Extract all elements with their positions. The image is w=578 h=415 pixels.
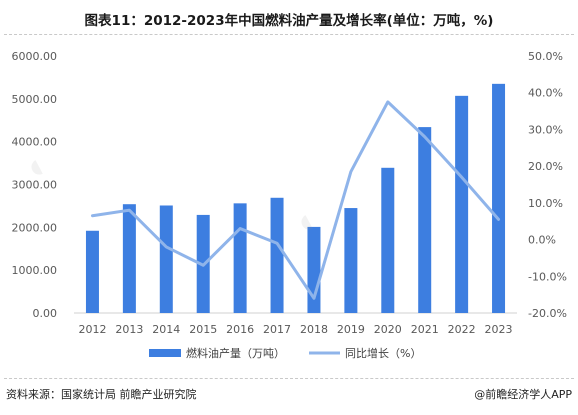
x-tick-label: 2017 <box>263 323 291 336</box>
y-left-tick-label: 3000.00 <box>12 179 58 192</box>
y-right-tick-label: 0.0% <box>528 234 556 247</box>
y-left-tick-label: 1000.00 <box>12 264 58 277</box>
x-tick-label: 2014 <box>152 323 180 336</box>
bar <box>122 204 136 313</box>
x-tick-label: 2021 <box>411 323 439 336</box>
bar <box>418 127 432 313</box>
y-left-tick-label: 5000.00 <box>12 93 58 106</box>
y-left-tick-label: 4000.00 <box>12 136 58 149</box>
bar <box>344 208 358 313</box>
y-right-tick-label: 50.0% <box>528 50 563 63</box>
source-note: 资料来源：国家统计局 前瞻产业研究院 <box>6 388 197 401</box>
bar <box>159 205 173 313</box>
bar <box>307 226 321 313</box>
bar <box>492 83 506 313</box>
x-tick-label: 2020 <box>374 323 402 336</box>
y-right-tick-label: 20.0% <box>528 160 563 173</box>
bar <box>381 167 395 313</box>
y-right-tick-label: 30.0% <box>528 123 563 136</box>
legend-bar-swatch <box>149 349 181 357</box>
brand-credit: @前瞻经济学人APP <box>474 388 572 401</box>
bar <box>85 230 99 313</box>
y-right-tick-label: 40.0% <box>528 87 563 100</box>
x-tick-label: 2012 <box>78 323 106 336</box>
x-tick-label: 2016 <box>226 323 254 336</box>
growth-line <box>90 100 501 300</box>
legend-bar-label: 燃料油产量（万吨） <box>186 346 285 360</box>
y-right-tick-label: -20.0% <box>528 307 567 320</box>
title-divider <box>4 34 574 35</box>
x-tick-label: 2018 <box>300 323 328 336</box>
y-left-tick-label: 0.00 <box>33 307 58 320</box>
chart-title: 图表11：2012-2023年中国燃料油产量及增长率(单位：万吨，%) <box>84 13 494 29</box>
bar <box>270 197 284 313</box>
y-right-tick-label: -10.0% <box>528 270 567 283</box>
y-left-tick-label: 2000.00 <box>12 221 58 234</box>
bar <box>233 203 247 313</box>
x-tick-label: 2013 <box>115 323 143 336</box>
bar <box>455 95 469 314</box>
legend-line-label: 同比增长（%） <box>345 346 421 360</box>
y-right-tick-label: 10.0% <box>528 197 563 210</box>
x-tick-label: 2023 <box>485 323 513 336</box>
x-tick-label: 2022 <box>448 323 476 336</box>
footer-divider <box>4 378 574 379</box>
x-tick-label: 2015 <box>189 323 217 336</box>
x-tick-label: 2019 <box>337 323 365 336</box>
y-left-tick-label: 6000.00 <box>12 50 58 63</box>
